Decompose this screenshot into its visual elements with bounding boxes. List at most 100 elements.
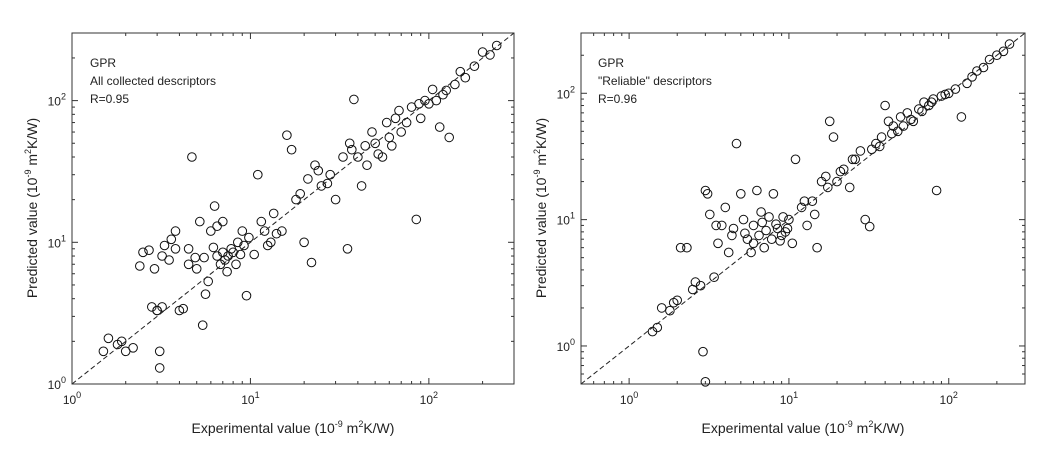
- right-data-point: [796, 202, 807, 213]
- left-scatter-panel: 100 101 102 100 101 102 GPR All collected des…: [23, 32, 515, 436]
- right-data-point: [812, 242, 822, 253]
- right-data-point: [984, 54, 995, 65]
- right-data-point: [675, 242, 686, 253]
- right-data-point: [998, 46, 1009, 57]
- left-data-point: [208, 242, 219, 253]
- left-annotation-method: GPR: [90, 56, 116, 70]
- right-annotation-correlation: R=0.96: [598, 92, 637, 106]
- right-data-point: [919, 97, 929, 107]
- left-data-point: [316, 181, 327, 191]
- left-data-point: [147, 302, 157, 312]
- right-data-point: [1004, 39, 1015, 49]
- left-y-tick-label: 101: [48, 233, 66, 250]
- left-data-point: [322, 178, 333, 189]
- right-data-point: [867, 144, 877, 155]
- right-data-point: [880, 100, 890, 111]
- right-data-point: [893, 126, 903, 137]
- left-data-point: [215, 259, 226, 270]
- left-points: [98, 40, 502, 373]
- left-y-axis-label: Predicted value (10-9 m2K/W): [23, 118, 40, 298]
- left-data-point: [241, 290, 252, 301]
- right-data-point: [855, 146, 866, 156]
- left-data-point: [362, 160, 372, 170]
- left-data-point: [373, 149, 384, 159]
- left-data-point: [344, 138, 355, 149]
- right-data-point: [748, 238, 759, 249]
- right-data-point: [672, 295, 683, 306]
- right-data-point: [736, 189, 746, 199]
- left-data-point: [98, 346, 109, 357]
- left-data-point: [152, 305, 162, 316]
- left-data-point: [183, 244, 194, 254]
- left-data-point: [252, 169, 263, 180]
- left-data-point: [282, 130, 292, 140]
- right-scatter-panel: 100 101 102 100 101 102 GPR "Reliable" descri…: [532, 32, 1026, 436]
- right-data-point: [727, 230, 737, 241]
- left-data-point: [218, 216, 228, 227]
- left-data-point: [262, 240, 273, 251]
- left-data-point: [342, 244, 353, 254]
- right-data-point: [766, 234, 777, 244]
- left-x-tick-label: 101: [241, 390, 259, 407]
- left-data-point: [249, 249, 259, 260]
- left-data-point: [237, 226, 248, 236]
- right-data-point: [906, 114, 916, 125]
- right-data-point: [754, 230, 764, 241]
- left-data-point: [197, 320, 208, 331]
- right-data-point: [720, 202, 731, 213]
- left-data-point: [200, 289, 211, 300]
- left-data-point: [138, 247, 148, 258]
- right-data-point: [799, 196, 810, 206]
- right-data-point: [768, 189, 779, 199]
- left-data-point: [415, 113, 426, 124]
- right-data-point: [711, 220, 721, 231]
- left-data-point: [266, 237, 276, 248]
- left-data-point: [178, 303, 188, 314]
- right-data-point: [876, 132, 887, 142]
- left-data-point: [159, 240, 170, 251]
- right-data-point: [850, 154, 861, 165]
- left-data-point: [360, 141, 371, 151]
- left-data-point: [259, 226, 270, 236]
- left-data-point: [347, 144, 357, 155]
- right-data-point: [838, 164, 849, 175]
- left-data-point: [170, 226, 181, 236]
- right-x-axis-label: Experimental value (10-9 m2K/W): [702, 419, 905, 436]
- left-data-point: [154, 346, 165, 357]
- right-data-point: [917, 106, 927, 117]
- right-data-point: [782, 223, 793, 234]
- right-data-point: [757, 217, 768, 228]
- left-x-axis-label: Experimental value (10-9 m2K/W): [192, 419, 395, 436]
- left-data-point: [295, 189, 306, 199]
- left-data-point: [271, 228, 282, 239]
- left-data-point: [431, 95, 442, 106]
- right-data-point: [775, 236, 785, 246]
- left-data-point: [349, 94, 359, 105]
- left-data-point: [381, 117, 392, 128]
- left-y-tick-label: 100: [48, 375, 66, 392]
- left-data-point: [338, 152, 348, 162]
- right-y-axis-label: Predicted value (10-9 m2K/W): [532, 118, 549, 298]
- left-data-point: [166, 234, 177, 245]
- right-data-point: [967, 72, 977, 82]
- left-data-point: [325, 169, 336, 180]
- right-y-tick-label: 100: [557, 337, 575, 354]
- left-data-point: [427, 84, 438, 95]
- left-ticks: 100 101 102 100 101 102: [48, 33, 514, 407]
- right-plot-frame: [580, 32, 1026, 385]
- right-data-point: [700, 185, 711, 196]
- right-data-point: [926, 97, 937, 107]
- right-data-point: [784, 214, 794, 225]
- left-data-point: [149, 264, 160, 274]
- left-data-point: [277, 226, 287, 236]
- left-data-point: [330, 194, 341, 205]
- left-data-point: [291, 194, 301, 205]
- left-data-point: [103, 333, 114, 344]
- left-data-point: [387, 141, 397, 151]
- left-data-point: [199, 252, 209, 263]
- right-data-point: [787, 238, 798, 249]
- right-data-point: [709, 272, 719, 283]
- right-data-point: [740, 228, 750, 239]
- right-data-point: [756, 207, 766, 217]
